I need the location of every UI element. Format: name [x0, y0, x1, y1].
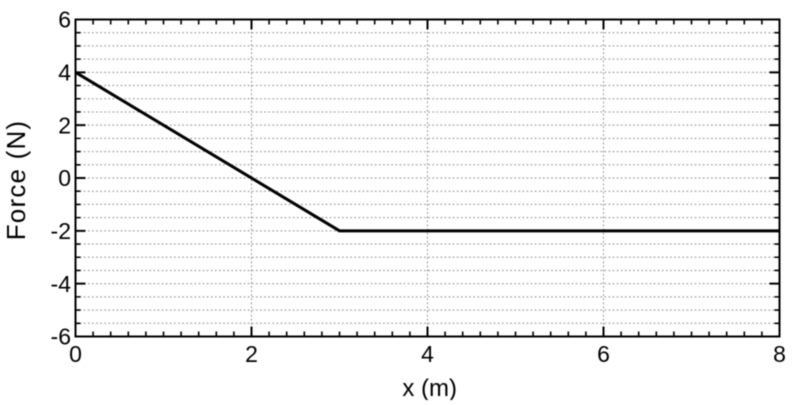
svg-text:4: 4	[421, 341, 434, 367]
svg-text:2: 2	[245, 341, 258, 367]
svg-text:Force (N): Force (N)	[1, 120, 31, 241]
svg-text:6: 6	[597, 341, 610, 367]
svg-text:0: 0	[69, 341, 82, 367]
svg-text:4: 4	[58, 60, 71, 86]
svg-text:-4: -4	[51, 271, 72, 297]
svg-text:x (m): x (m)	[402, 375, 457, 400]
svg-text:2: 2	[58, 112, 71, 138]
svg-text:8: 8	[773, 341, 786, 367]
svg-text:-2: -2	[51, 218, 71, 244]
svg-text:-6: -6	[51, 324, 71, 350]
svg-text:6: 6	[58, 7, 71, 33]
svg-text:0: 0	[58, 165, 71, 191]
